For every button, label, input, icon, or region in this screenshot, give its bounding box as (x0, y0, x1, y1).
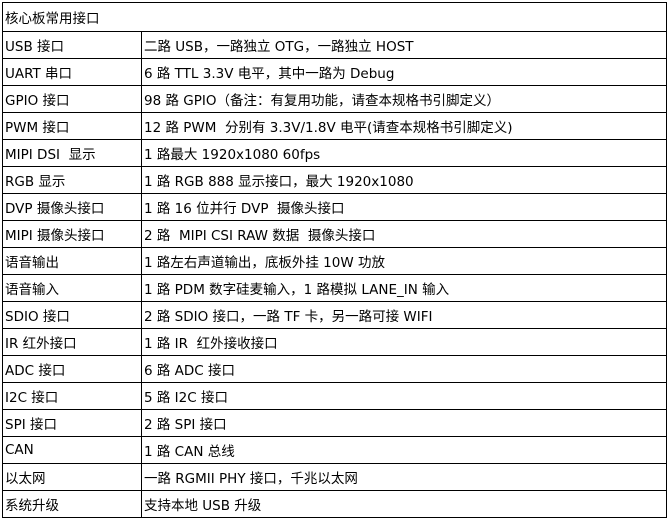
interface-desc: 1 路 CAN 总线 (141, 436, 667, 464)
interface-name: SDIO 接口 (2, 301, 142, 329)
interface-desc: 2 路 SDIO 接口，一路 TF 卡，另一路可接 WIFI (141, 301, 667, 329)
interface-desc: 1 路左右声道输出，底板外挂 10W 功放 (141, 247, 667, 275)
interface-name: IR 红外接口 (2, 328, 142, 356)
title-row: 核心板常用接口 (2, 2, 667, 32)
interface-name: DVP 摄像头接口 (2, 193, 142, 221)
interface-name: PWM 接口 (2, 112, 142, 140)
table-row: 语音输出 1 路左右声道输出，底板外挂 10W 功放 (2, 247, 667, 275)
table-row: PWM 接口 12 路 PWM 分别有 3.3V/1.8V 电平(请查本规格书引脚… (2, 112, 667, 140)
interface-name: 语音输入 (2, 274, 142, 302)
table-row: SDIO 接口 2 路 SDIO 接口，一路 TF 卡，另一路可接 WIFI (2, 301, 667, 329)
table-row: 语音输入 1 路 PDM 数字硅麦输入，1 路模拟 LANE_IN 输入 (2, 274, 667, 302)
interface-desc: 二路 USB，一路独立 OTG，一路独立 HOST (141, 31, 667, 59)
interface-desc: 12 路 PWM 分别有 3.3V/1.8V 电平(请查本规格书引脚定义) (141, 112, 667, 140)
interface-desc: 6 路 TTL 3.3V 电平，其中一路为 Debug (141, 58, 667, 86)
interface-name: GPIO 接口 (2, 85, 142, 113)
interface-desc: 1 路 RGB 888 显示接口，最大 1920x1080 (141, 166, 667, 194)
interface-name: 语音输出 (2, 247, 142, 275)
table-row: MIPI 摄像头接口 2 路 MIPI CSI RAW 数据 摄像头接口 (2, 220, 667, 248)
interface-desc: 2 路 SPI 接口 (141, 409, 667, 437)
interface-name: MIPI DSI 显示 (2, 139, 142, 167)
table-title: 核心板常用接口 (2, 2, 667, 32)
table-row: GPIO 接口 98 路 GPIO（备注：有复用功能，请查本规格书引脚定义） (2, 85, 667, 113)
table-body: 核心板常用接口 USB 接口 二路 USB，一路独立 OTG，一路独立 HOST U… (2, 2, 667, 518)
interface-name: 系统升级 (2, 490, 142, 518)
interface-name: UART 串口 (2, 58, 142, 86)
table-row: RGB 显示 1 路 RGB 888 显示接口，最大 1920x1080 (2, 166, 667, 194)
interface-name: ADC 接口 (2, 355, 142, 383)
interface-desc: 5 路 I2C 接口 (141, 382, 667, 410)
table-row: I2C 接口 5 路 I2C 接口 (2, 382, 667, 410)
interface-desc: 1 路 16 位并行 DVP 摄像头接口 (141, 193, 667, 221)
table-row: 系统升级 支持本地 USB 升级 (2, 490, 667, 518)
table-row: 以太网 一路 RGMII PHY 接口，千兆以太网 (2, 463, 667, 491)
table-row: SPI 接口 2 路 SPI 接口 (2, 409, 667, 437)
interface-desc: 6 路 ADC 接口 (141, 355, 667, 383)
interface-name: 以太网 (2, 463, 142, 491)
interface-name: CAN (2, 436, 142, 464)
table-row: CAN 1 路 CAN 总线 (2, 436, 667, 464)
spec-table: 核心板常用接口 USB 接口 二路 USB，一路独立 OTG，一路独立 HOST U… (2, 2, 667, 518)
interface-desc: 1 路 PDM 数字硅麦输入，1 路模拟 LANE_IN 输入 (141, 274, 667, 302)
table-row: UART 串口 6 路 TTL 3.3V 电平，其中一路为 Debug (2, 58, 667, 86)
table-row: DVP 摄像头接口 1 路 16 位并行 DVP 摄像头接口 (2, 193, 667, 221)
table-row: MIPI DSI 显示 1 路最大 1920x1080 60fps (2, 139, 667, 167)
interface-desc: 支持本地 USB 升级 (141, 490, 667, 518)
interface-name: I2C 接口 (2, 382, 142, 410)
interface-name: MIPI 摄像头接口 (2, 220, 142, 248)
interface-desc: 98 路 GPIO（备注：有复用功能，请查本规格书引脚定义） (141, 85, 667, 113)
interface-name: USB 接口 (2, 31, 142, 59)
interface-desc: 一路 RGMII PHY 接口，千兆以太网 (141, 463, 667, 491)
interface-desc: 2 路 MIPI CSI RAW 数据 摄像头接口 (141, 220, 667, 248)
table-row: USB 接口 二路 USB，一路独立 OTG，一路独立 HOST (2, 31, 667, 59)
interface-desc: 1 路 IR 红外接收接口 (141, 328, 667, 356)
interface-name: SPI 接口 (2, 409, 142, 437)
interface-name: RGB 显示 (2, 166, 142, 194)
table-row: ADC 接口 6 路 ADC 接口 (2, 355, 667, 383)
interface-desc: 1 路最大 1920x1080 60fps (141, 139, 667, 167)
table-row: IR 红外接口 1 路 IR 红外接收接口 (2, 328, 667, 356)
